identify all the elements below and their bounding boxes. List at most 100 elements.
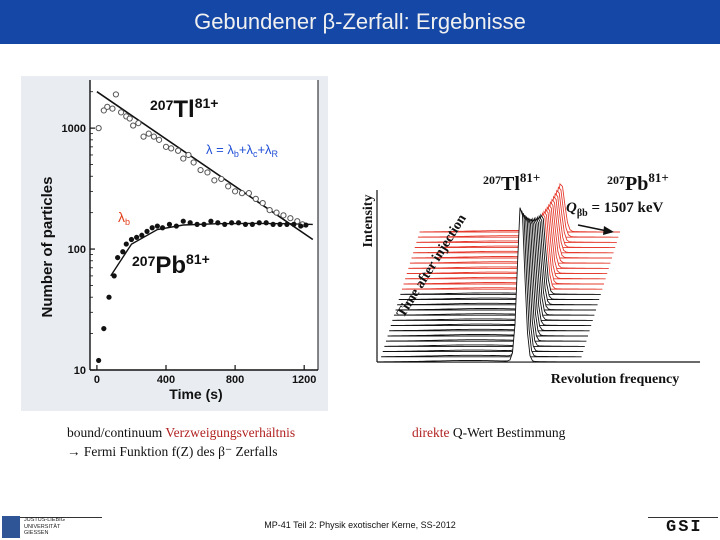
q-arrow bbox=[577, 224, 614, 235]
waterfall-trace-22 bbox=[414, 192, 616, 249]
waterfall-trace-18 bbox=[408, 203, 609, 269]
pb-point-23 bbox=[229, 220, 235, 226]
tl-point-25 bbox=[231, 188, 239, 195]
tl-charge-right: 81+ bbox=[520, 170, 540, 185]
lambda-b-red-label: λb bbox=[118, 209, 130, 227]
tl-point-33 bbox=[287, 215, 294, 222]
waterfall-trace-12 bbox=[398, 214, 600, 301]
waterfall-trace-13 bbox=[400, 213, 601, 295]
pb-label-right: 207Pb81+ bbox=[607, 170, 669, 195]
pb-point-18 bbox=[194, 221, 200, 227]
tl-point-21 bbox=[204, 169, 211, 176]
caption-right: direkte Q-Wert Bestimmung bbox=[412, 423, 565, 442]
waterfall-traces bbox=[379, 182, 620, 363]
waterfall-trace-16 bbox=[405, 208, 606, 280]
right-x-axis-label: Revolution frequency bbox=[551, 372, 679, 387]
tl-point-22 bbox=[211, 177, 218, 184]
pb-point-2 bbox=[106, 294, 112, 300]
pb-point-24 bbox=[235, 220, 242, 226]
waterfall-trace-7 bbox=[390, 218, 592, 327]
lambda-b-sub: b bbox=[234, 149, 239, 159]
tl-point-29 bbox=[259, 199, 266, 207]
tl-point-26 bbox=[238, 190, 246, 197]
pb-label-left: 207Pb81+ bbox=[132, 251, 210, 279]
pb-point-28 bbox=[263, 220, 269, 226]
lambda-equals: = bbox=[213, 142, 228, 157]
left-y-axis-label: Number of particles bbox=[39, 177, 56, 318]
left-series bbox=[95, 91, 314, 364]
waterfall-trace-11 bbox=[397, 215, 598, 306]
pb-point-26 bbox=[249, 221, 255, 227]
pb-point-34 bbox=[303, 222, 309, 228]
pb-symbol-right: Pb bbox=[625, 173, 648, 195]
lambda-plus-1: + bbox=[239, 142, 247, 157]
pb-point-29 bbox=[270, 221, 276, 227]
tl-mass-right: 207 bbox=[483, 173, 501, 187]
caption-left-line2: → Fermi Funktion f(Z) des β⁻ Zerfalls bbox=[67, 444, 278, 459]
waterfall-trace-17 bbox=[406, 206, 608, 275]
waterfall-trace-15 bbox=[403, 210, 604, 285]
university-emblem-icon bbox=[2, 516, 20, 538]
pb-point-19 bbox=[201, 221, 207, 227]
tl-point-23 bbox=[218, 175, 225, 183]
pb-point-16 bbox=[180, 218, 186, 224]
pb-mass-right: 207 bbox=[607, 173, 625, 187]
pb-point-21 bbox=[215, 220, 221, 226]
pb-point-20 bbox=[208, 218, 214, 224]
pb-point-25 bbox=[242, 221, 249, 227]
waterfall-trace-2 bbox=[382, 212, 584, 353]
tl-point-24 bbox=[225, 183, 232, 190]
waterfall-trace-10 bbox=[395, 216, 596, 311]
gsi-logo-text: GSI bbox=[666, 518, 703, 537]
tl-point-5 bbox=[117, 109, 125, 116]
tl-point-27 bbox=[245, 190, 253, 197]
pb-point-30 bbox=[277, 221, 283, 227]
pb-point-8 bbox=[134, 234, 140, 240]
pb-point-31 bbox=[284, 221, 290, 227]
pb-point-17 bbox=[187, 220, 193, 226]
pb-point-15 bbox=[173, 223, 179, 229]
tl-point-31 bbox=[273, 209, 280, 216]
tl-point-14 bbox=[162, 143, 170, 150]
tl-point-11 bbox=[145, 130, 152, 137]
pb-point-13 bbox=[159, 225, 166, 231]
waterfall-trace-20 bbox=[411, 198, 612, 259]
lambda-r-sub: R bbox=[272, 149, 279, 159]
slide-footer: MP-41 Teil 2: Physik exotischer Kerne, S… bbox=[264, 520, 456, 530]
q-symbol: Q bbox=[566, 200, 577, 216]
tl-point-10 bbox=[140, 133, 147, 140]
university-line-3: GIESSEN bbox=[24, 530, 49, 536]
caption-right-prefix: direkte bbox=[412, 425, 453, 440]
pb-point-5 bbox=[120, 249, 126, 255]
tl-point-16 bbox=[174, 147, 182, 154]
y-tick-label-2: 1000 bbox=[62, 123, 86, 135]
tl-point-30 bbox=[266, 206, 273, 214]
x-tick-label-0: 0 bbox=[94, 374, 100, 386]
pb-point-11 bbox=[149, 225, 155, 231]
pb-point-22 bbox=[222, 221, 228, 227]
q-sub: βb bbox=[577, 208, 588, 219]
caption-left-accent: Verzweigungsverhältnis bbox=[165, 425, 296, 440]
tl-point-9 bbox=[135, 120, 142, 127]
tl-mass: 207 bbox=[150, 97, 174, 113]
waterfall-trace-5 bbox=[387, 217, 588, 337]
tl-symbol: Tl bbox=[173, 96, 194, 123]
slide-title: Gebundener β-Zerfall: Ergebnisse bbox=[194, 9, 526, 34]
pb-point-14 bbox=[166, 221, 173, 227]
lambda-b-red-sub: b bbox=[125, 217, 130, 227]
charts-canvas: 0 400 800 1200 10 100 1000 Number of particles… bbox=[21, 76, 700, 411]
caption-left-prefix: bound/continuum bbox=[67, 425, 166, 440]
lambda-b-red: λ bbox=[118, 209, 125, 225]
university-line-2: UNIVERSITÄT bbox=[24, 523, 61, 530]
pb-mass: 207 bbox=[132, 253, 156, 269]
pb-point-0 bbox=[96, 357, 102, 364]
y-tick-label-1: 100 bbox=[68, 244, 86, 256]
tl-label-right: 207Tl81+ bbox=[483, 170, 540, 195]
tl-point-15 bbox=[168, 145, 175, 152]
pb-point-10 bbox=[144, 228, 150, 234]
pb-point-6 bbox=[123, 241, 129, 247]
tl-point-3 bbox=[109, 105, 116, 112]
pb-point-33 bbox=[298, 223, 304, 229]
gsi-logo: GSI bbox=[648, 518, 718, 538]
x-tick-label-2: 800 bbox=[226, 374, 244, 386]
